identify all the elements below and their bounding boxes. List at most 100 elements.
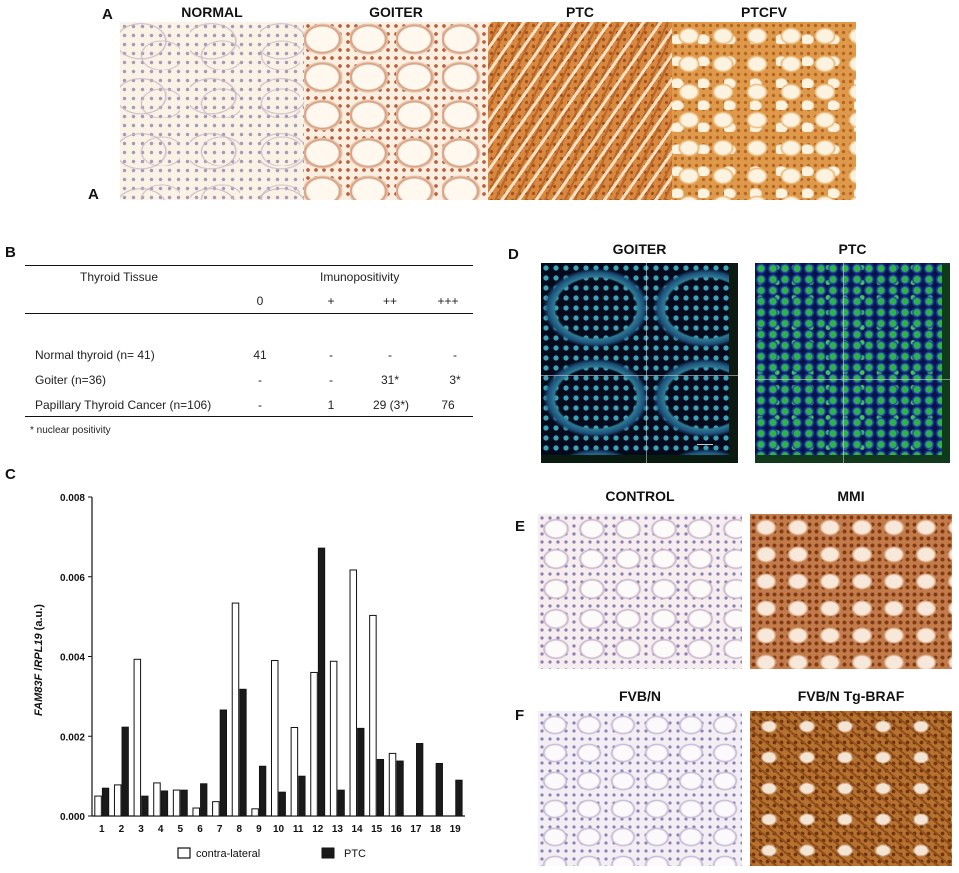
bar-ptc	[180, 789, 188, 817]
bar-ptc	[278, 791, 286, 817]
legend-swatch-ptc	[321, 847, 335, 859]
x-tick-label: 19	[450, 824, 462, 835]
panel-a-letter-lower: A	[88, 186, 99, 203]
panel-d-letter: D	[508, 246, 519, 263]
x-tick-label: 4	[158, 824, 164, 835]
x-tick-label: 13	[332, 824, 344, 835]
panel-e-title-mmi: MMI	[837, 488, 865, 504]
table-bottom-rule	[25, 416, 473, 417]
bar-contra-lateral	[310, 671, 318, 817]
ihc-braf-image	[750, 711, 952, 866]
bar-contra-lateral	[231, 602, 240, 817]
table-cell: -	[258, 373, 262, 387]
bar-contra-lateral	[212, 801, 220, 817]
panel-f-title-braf: FVB/N Tg-BRAF	[797, 688, 905, 704]
bar-ptc	[298, 775, 306, 817]
scale-bar	[697, 444, 713, 445]
confocal-bottom-projection	[541, 455, 738, 463]
bar-contra-lateral	[113, 784, 122, 817]
table-col-header: +++	[437, 294, 459, 308]
bar-ptc	[200, 783, 208, 817]
ihc-mmi-image	[750, 514, 952, 669]
bar-ptc	[317, 547, 326, 817]
legend-label-contra-lateral: contra-lateral	[196, 848, 260, 860]
table-row-label: Papillary Thyroid Cancer (n=106)	[35, 398, 212, 412]
y-tick-label: 0.006	[60, 573, 85, 584]
panel-d-title-goiter: GOITER	[612, 241, 667, 257]
legend-swatch-contra-lateral	[177, 847, 191, 859]
bar-contra-lateral	[153, 782, 161, 817]
bar-contra-lateral	[172, 789, 181, 817]
panel-e-title-control: CONTROL	[605, 488, 675, 504]
crosshair-horizontal	[755, 379, 950, 380]
x-tick-label: 16	[391, 824, 403, 835]
panel-b-letter: B	[5, 244, 16, 261]
micrograph-goiter	[304, 22, 488, 200]
bar-contra-lateral	[133, 658, 142, 817]
y-axis-label: FAM83F /RPL19 (a.u.)	[33, 604, 45, 716]
bar-contra-lateral	[290, 726, 299, 817]
panel-d-title-ptc: PTC	[838, 241, 867, 257]
x-tick-label: 1	[99, 824, 105, 835]
table-header-rule	[25, 313, 473, 314]
chart-legend: contra-lateral PTC	[177, 847, 366, 860]
bar-ptc	[101, 787, 110, 817]
bar-ptc	[121, 726, 129, 817]
panel-c-letter: C	[5, 466, 16, 483]
x-tick-label: 5	[178, 824, 184, 835]
table-col-header: +	[327, 294, 335, 308]
bar-contra-lateral	[329, 660, 338, 817]
table-col-header: 0	[256, 294, 264, 308]
x-tick-label: 17	[410, 824, 422, 835]
x-tick-label: 3	[138, 824, 144, 835]
table-cell: -	[329, 348, 333, 362]
confocal-goiter-image	[541, 263, 729, 455]
crosshair-horizontal	[541, 375, 738, 376]
crosshair-vertical	[646, 263, 647, 463]
bar-contra-lateral	[271, 659, 279, 817]
bar-ptc	[258, 765, 267, 817]
table-cell: 3*	[449, 373, 461, 387]
bar-ptc	[416, 743, 424, 817]
panel-e-letter: E	[515, 518, 526, 535]
x-tick-label: 11	[293, 824, 304, 835]
x-tick-label: 6	[197, 824, 203, 835]
table-cell: 31*	[380, 373, 400, 387]
x-tick-label: 2	[119, 824, 125, 835]
table-cell: 76	[441, 398, 455, 412]
bar-ptc	[160, 790, 169, 817]
panel-a-title-normal: NORMAL	[181, 4, 243, 20]
x-tick-label: 7	[217, 824, 223, 835]
confocal-side-projection	[729, 263, 738, 455]
panel-f-title-fvbn: FVB/N	[619, 688, 661, 704]
legend-label-ptc: PTC	[344, 848, 366, 860]
bar-contra-lateral	[388, 752, 397, 817]
bar-ptc	[396, 760, 404, 817]
bar-ptc	[141, 795, 149, 817]
table-cell: -	[388, 348, 392, 362]
table-top-rule	[25, 265, 473, 266]
micrograph-normal	[120, 22, 304, 200]
confocal-ptc-image	[755, 263, 942, 455]
y-tick-label: 0.000	[60, 812, 85, 823]
table-cell: 41	[253, 348, 267, 362]
y-tick-label: 0.002	[60, 732, 85, 743]
table-header-tissue: Thyroid Tissue	[80, 270, 159, 284]
bar-ptc	[239, 688, 247, 817]
table-row-label: Normal thyroid (n= 41)	[35, 348, 155, 362]
bar-ptc	[357, 727, 365, 817]
panel-a-letter: A	[102, 6, 113, 23]
confocal-goiter-frame	[541, 263, 738, 463]
micrograph-ptc	[488, 22, 672, 200]
bar-contra-lateral	[369, 614, 377, 817]
table-row-label: Goiter (n=36)	[35, 373, 107, 387]
bar-ptc	[337, 789, 345, 817]
panel-a-title-goiter: GOITER	[369, 4, 423, 20]
bar-contra-lateral	[349, 569, 358, 817]
panel-f-letter: F	[515, 707, 525, 724]
table-cell: 1	[327, 398, 335, 412]
x-tick-label: 14	[351, 824, 363, 835]
table-header-group: Imunopositivity	[320, 270, 400, 284]
table-cell: -	[329, 373, 333, 387]
